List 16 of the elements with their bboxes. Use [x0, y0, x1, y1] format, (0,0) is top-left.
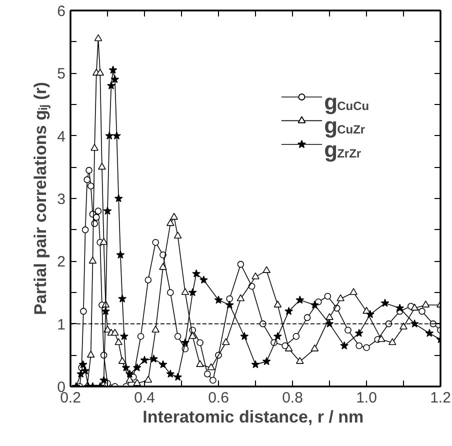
y-tick-label: 1 — [57, 316, 66, 334]
x-tick-label: 0.6 — [208, 390, 229, 406]
y-tick-label: 3 — [57, 191, 66, 208]
x-axis-title: Interatomic distance, r / nm — [142, 408, 364, 426]
legend-label: gZrZr — [324, 136, 362, 162]
legend-label: gCuZr — [324, 113, 366, 138]
x-tick-label: 0.4 — [134, 390, 155, 406]
x-tick-label: 0.8 — [282, 390, 303, 406]
y-tick-label: 6 — [57, 3, 66, 20]
legend-label: gCuCu — [324, 89, 370, 114]
y-tick-label: 5 — [57, 66, 66, 83]
x-tick-label: 1.2 — [430, 390, 451, 406]
y-tick-label: 2 — [57, 254, 66, 271]
y-tick-label: 4 — [57, 128, 66, 146]
x-tick-label: 1.0 — [356, 390, 377, 406]
y-axis-title: Partial pair correlations gᵢⱼ (r) — [31, 82, 52, 316]
